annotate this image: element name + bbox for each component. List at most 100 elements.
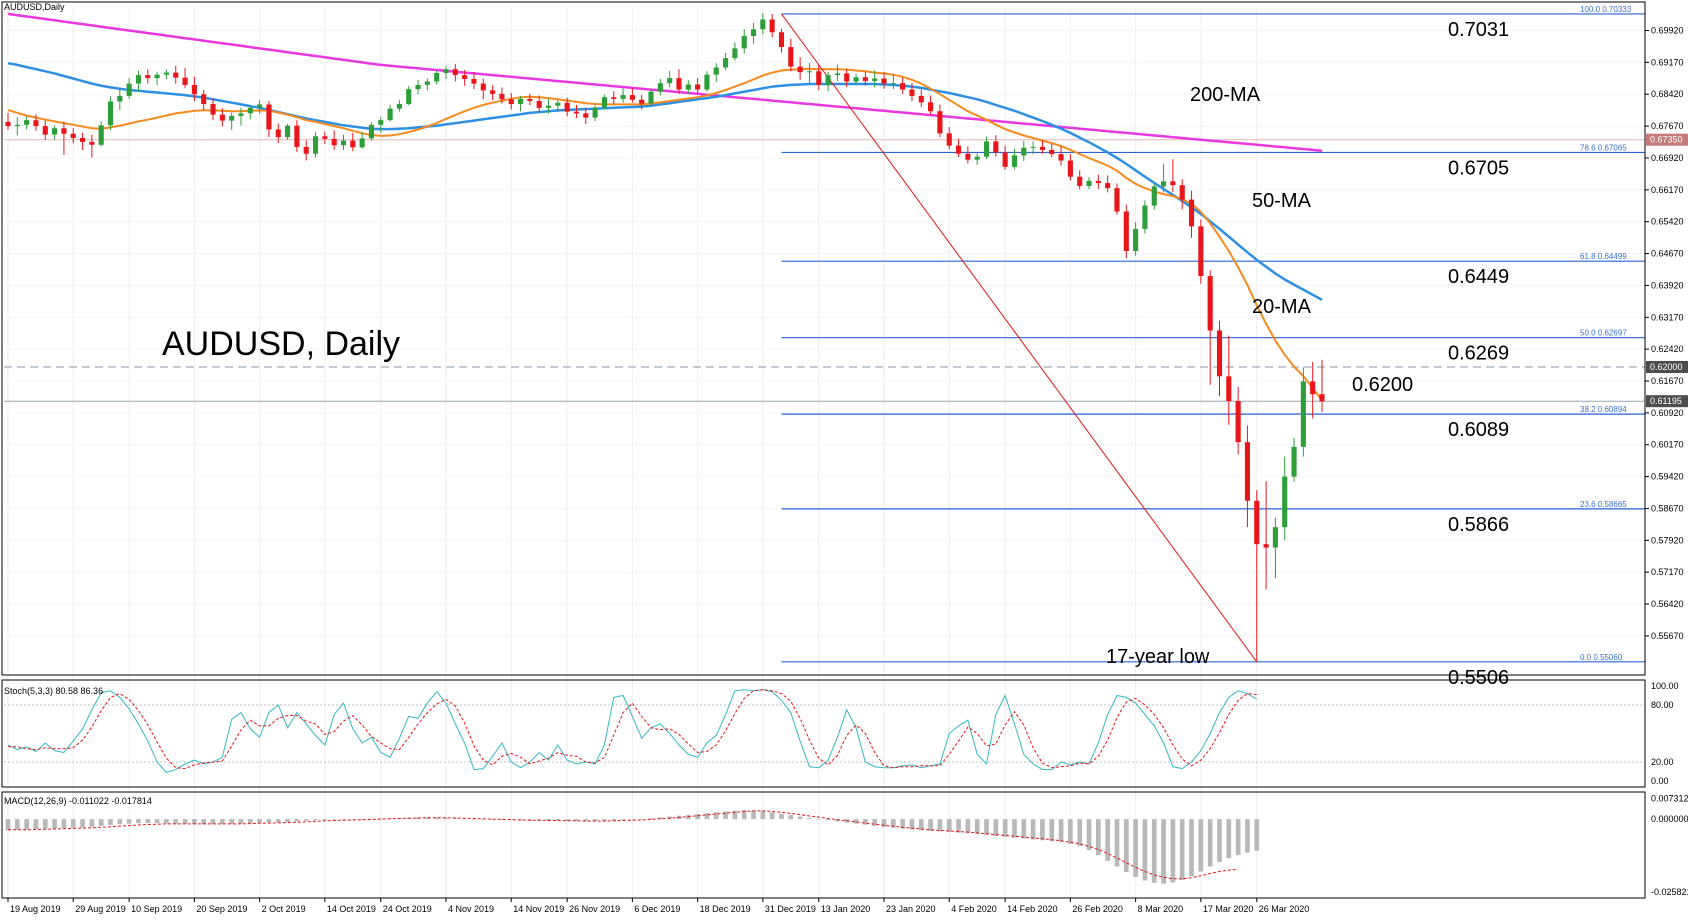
fib-small-label-61.8: 61.8 0.64499 [1580,252,1627,261]
low-label: 17-year low [1106,646,1210,668]
candle-body [657,83,663,92]
macd-hist-bar [480,819,486,820]
y-tick-label: 0.55670 [1651,631,1684,641]
candle-body [1002,152,1008,167]
y-tick-label: 0.57170 [1651,567,1684,577]
candle-body [191,84,197,95]
y-tick-label: 0.67670 [1651,121,1684,131]
candle-body [872,78,878,82]
macd-hist-bar [443,817,449,820]
x-tick-label: 6 Dec 2019 [634,904,680,914]
candle-body [452,69,458,76]
candle-body [14,124,20,127]
chart-title: AUDUSD, Daily [162,325,400,363]
macd-hist-bar [928,819,933,831]
x-tick-label: 26 Feb 2020 [1072,904,1123,914]
macd-hist-bar [658,817,663,820]
candle-body [135,75,142,84]
candle-body [415,84,421,90]
candle-body [909,89,915,96]
candle-body [937,111,943,134]
macd-hist-bar [24,819,29,830]
candle-body [667,78,673,84]
candle-body [89,141,95,145]
panel-frame [1,791,1646,899]
x-tick-label: 19 Aug 2019 [10,904,61,914]
candle-body [145,75,151,79]
macd-hist-bar [98,819,104,826]
macd-hist-bar [797,816,803,820]
macd-hist-bar [313,819,318,821]
stoch-tick-label: 80.00 [1651,700,1674,710]
macd-hist-bar [499,819,505,820]
candle-body [1105,183,1111,189]
candle-body [890,83,896,85]
fib-value-label-23.6: 0.5866 [1448,514,1509,536]
y-tick-label: 0.66920 [1651,153,1684,163]
macd-label: MACD(12,26,9) -0.011022 -0.017814 [4,796,152,806]
x-tick-label: 2 Oct 2019 [262,904,306,914]
x-tick-label: 4 Feb 2020 [951,904,997,914]
macd-hist-bar [1049,819,1055,842]
macd-hist-bar [1189,819,1194,877]
macd-hist-bar [42,819,48,829]
macd-hist-bar [1198,819,1204,872]
stoch-label: Stoch(5,3,3) 80.58 86.36 [4,686,103,696]
candle-body [517,98,524,105]
macd-hist-bar [182,819,188,824]
macd-hist-bar [965,819,971,834]
fib-value-label-38.2: 0.6089 [1448,419,1509,441]
x-tick-label: 18 Dec 2019 [700,904,751,914]
candle-body [229,115,235,121]
candle-body [583,113,589,118]
y-tick-label: 0.60920 [1651,408,1684,418]
macd-hist-bar [70,819,76,828]
candle-body [676,78,682,90]
candle-body [648,91,654,104]
macd-hist-bar [611,819,617,821]
macd-hist-bar [1217,819,1222,862]
macd-hist-bar [1068,819,1073,844]
y-tick-label: 0.63170 [1651,312,1684,322]
macd-hist-bar [5,819,11,831]
candle-body [303,146,309,154]
macd-hist-bar [751,810,756,820]
y-tick-label: 0.56420 [1651,599,1684,609]
candle-body [499,93,505,100]
macd-hist-bar [266,819,272,823]
y-tick-label: 0.57920 [1651,535,1684,545]
stoch-tick-label: 20.00 [1651,757,1674,767]
fib-small-label-38.2: 38.2 0.60894 [1580,405,1627,414]
macd-hist-bar [723,811,728,820]
candle-body [1179,185,1185,200]
candle-body [434,73,440,82]
macd-hist-bar [974,819,980,835]
x-tick-label: 20 Sep 2019 [196,904,247,914]
macd-hist-bar [946,819,952,833]
candle-body [881,78,887,84]
candle-body [1021,147,1027,156]
macd-hist-bar [1161,819,1166,884]
macd-tick-label: 0.000000 [1651,814,1688,824]
candle-body [853,77,859,82]
macd-hist-bar [52,819,57,829]
macd-hist-bar [1021,819,1027,839]
candle-body [79,138,86,142]
macd-hist-bar [425,817,430,820]
candle-body [1133,228,1139,252]
macd-hist-bar [164,819,169,824]
candle-body [750,29,757,37]
candle-body [862,77,868,82]
macd-hist-bar [909,819,915,830]
macd-hist-bar [1207,819,1213,867]
fib-value-label-61.8: 0.6449 [1448,266,1509,288]
macd-hist-bar [769,812,775,820]
candle-body [760,19,766,30]
macd-hist-bar [490,819,495,820]
x-tick-label: 31 Dec 2019 [765,904,816,914]
candle-body [462,75,468,79]
macd-hist-bar [1142,819,1148,881]
y-tick-label: 0.65420 [1651,217,1684,227]
candle-body [70,133,76,139]
